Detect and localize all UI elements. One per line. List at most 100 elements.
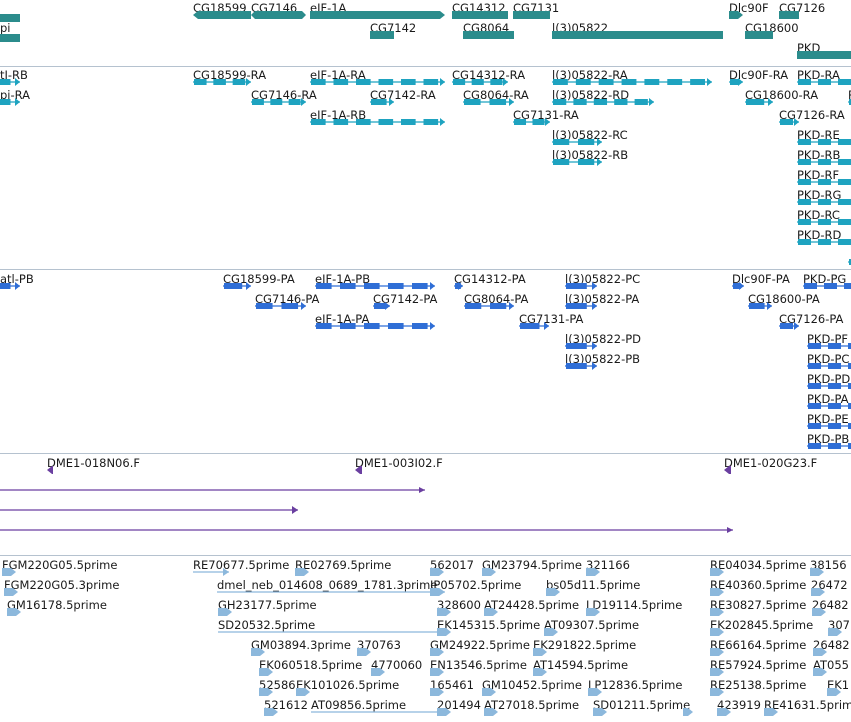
feature-glyph[interactable] <box>813 647 827 657</box>
feature-glyph[interactable] <box>513 117 550 127</box>
feature-glyph[interactable] <box>484 707 498 717</box>
feature-label[interactable]: dmel_neb_014608_0689_1781.3prime <box>217 578 438 592</box>
feature-label[interactable]: DME1-020G23.F <box>724 456 818 470</box>
feature-label[interactable]: CG7126-RA <box>779 108 845 122</box>
feature-glyph[interactable] <box>828 627 842 637</box>
feature-glyph[interactable] <box>827 687 841 697</box>
feature-label[interactable]: GH23177.5prime <box>218 598 317 612</box>
feature-glyph[interactable] <box>463 30 514 40</box>
feature-label[interactable]: eIF-1A-PB <box>315 272 371 286</box>
feature-glyph[interactable] <box>552 157 602 167</box>
feature-glyph[interactable] <box>454 281 463 291</box>
feature-glyph[interactable] <box>482 687 496 697</box>
feature-label[interactable]: l(3)05822-PA <box>565 292 640 306</box>
feature-glyph[interactable] <box>464 301 514 311</box>
feature-glyph[interactable] <box>259 667 273 677</box>
feature-glyph[interactable] <box>807 341 851 351</box>
feature-label[interactable]: SD20532.5prime <box>218 618 316 632</box>
feature-glyph[interactable] <box>264 707 278 717</box>
feature-label[interactable]: IP05702.5prime <box>430 578 522 592</box>
feature-glyph[interactable] <box>519 321 549 331</box>
feature-glyph[interactable] <box>371 667 385 677</box>
feature-label[interactable]: PKD-PF <box>807 332 849 346</box>
feature-glyph[interactable] <box>437 627 451 637</box>
feature-glyph[interactable] <box>218 627 444 637</box>
feature-label[interactable]: RE30827.5prime <box>710 598 807 612</box>
feature-label[interactable]: eIF-1A-RA <box>310 68 366 82</box>
feature-glyph[interactable] <box>811 587 825 597</box>
feature-label[interactable]: CG7131-RA <box>513 108 579 122</box>
feature-label[interactable]: Dlc90F-RA <box>729 68 789 82</box>
feature-glyph[interactable] <box>779 321 799 331</box>
feature-label[interactable]: 521612 <box>264 698 308 712</box>
feature-label[interactable]: EN13546.5prime <box>430 658 527 672</box>
feature-label[interactable]: RE41631.5prime <box>764 698 851 712</box>
feature-glyph[interactable] <box>4 587 18 597</box>
feature-glyph[interactable] <box>812 607 826 617</box>
feature-glyph[interactable] <box>807 401 851 411</box>
feature-glyph[interactable] <box>565 301 597 311</box>
feature-glyph[interactable] <box>0 77 20 87</box>
feature-glyph[interactable] <box>452 77 508 87</box>
feature-label[interactable]: PKD-RC <box>797 208 840 222</box>
feature-glyph[interactable] <box>807 381 851 391</box>
feature-glyph[interactable] <box>588 687 602 697</box>
feature-label[interactable]: pi <box>0 21 11 35</box>
feature-label[interactable]: EK202845.5prime <box>710 618 814 632</box>
feature-label[interactable]: RE70677.5prime <box>193 558 290 572</box>
feature-label[interactable]: 321166 <box>586 558 630 572</box>
feature-label[interactable]: l(3)05822-PB <box>565 352 641 366</box>
feature-glyph[interactable] <box>586 607 600 617</box>
feature-glyph[interactable] <box>683 707 693 717</box>
feature-glyph[interactable] <box>193 567 229 577</box>
feature-label[interactable]: RE66164.5prime <box>710 638 807 652</box>
feature-label[interactable]: CG14312-RA <box>452 68 526 82</box>
feature-glyph[interactable] <box>310 117 445 127</box>
feature-glyph[interactable] <box>565 341 597 351</box>
feature-label[interactable]: AT24428.5prime <box>484 598 580 612</box>
feature-label[interactable]: CG18599-RA <box>193 68 267 82</box>
feature-glyph[interactable] <box>255 301 306 311</box>
feature-glyph[interactable] <box>0 13 20 23</box>
feature-label[interactable]: CG18599-PA <box>223 272 295 286</box>
feature-glyph[interactable] <box>810 567 824 577</box>
feature-glyph[interactable] <box>0 485 425 495</box>
feature-label[interactable]: 4770060 <box>371 658 423 672</box>
feature-glyph[interactable] <box>797 217 851 227</box>
feature-glyph[interactable] <box>0 97 20 107</box>
feature-glyph[interactable] <box>779 117 799 127</box>
feature-glyph[interactable] <box>2 567 16 577</box>
feature-glyph[interactable] <box>310 77 445 87</box>
feature-glyph[interactable] <box>729 77 743 87</box>
feature-label[interactable]: DME1-018N06.F <box>47 456 140 470</box>
feature-glyph[interactable] <box>217 587 445 597</box>
feature-glyph[interactable] <box>452 10 508 20</box>
feature-glyph[interactable] <box>807 361 851 371</box>
feature-label[interactable]: l(3)05822-RD <box>552 88 630 102</box>
feature-glyph[interactable] <box>463 97 514 107</box>
feature-glyph[interactable] <box>710 647 724 657</box>
feature-label[interactable]: PKD-RF <box>797 168 840 182</box>
feature-label[interactable]: DME1-003I02.F <box>355 456 443 470</box>
feature-glyph[interactable] <box>732 281 744 291</box>
feature-glyph[interactable] <box>710 567 724 577</box>
feature-glyph[interactable] <box>552 137 602 147</box>
feature-label[interactable]: AT09856.5prime <box>311 698 407 712</box>
feature-glyph[interactable] <box>0 33 20 43</box>
feature-label[interactable]: RE57924.5prime <box>710 658 807 672</box>
feature-label[interactable]: CG8064-RA <box>463 88 529 102</box>
feature-label[interactable]: PKD-RD <box>797 228 842 242</box>
feature-glyph[interactable] <box>710 667 724 677</box>
feature-label[interactable]: GM16178.5prime <box>7 598 107 612</box>
feature-label[interactable]: RE02769.5prime <box>295 558 392 572</box>
feature-label[interactable]: l(3)05822-PD <box>565 332 642 346</box>
feature-glyph[interactable] <box>710 687 724 697</box>
feature-label[interactable]: eIF-1A-PA <box>315 312 370 326</box>
feature-glyph[interactable] <box>193 10 251 20</box>
feature-glyph[interactable] <box>544 627 558 637</box>
feature-label[interactable]: CG7131-PA <box>519 312 584 326</box>
feature-label[interactable]: CG14312-PA <box>454 272 526 286</box>
feature-glyph[interactable] <box>717 707 731 717</box>
feature-glyph[interactable] <box>437 707 451 717</box>
feature-glyph[interactable] <box>710 627 724 637</box>
